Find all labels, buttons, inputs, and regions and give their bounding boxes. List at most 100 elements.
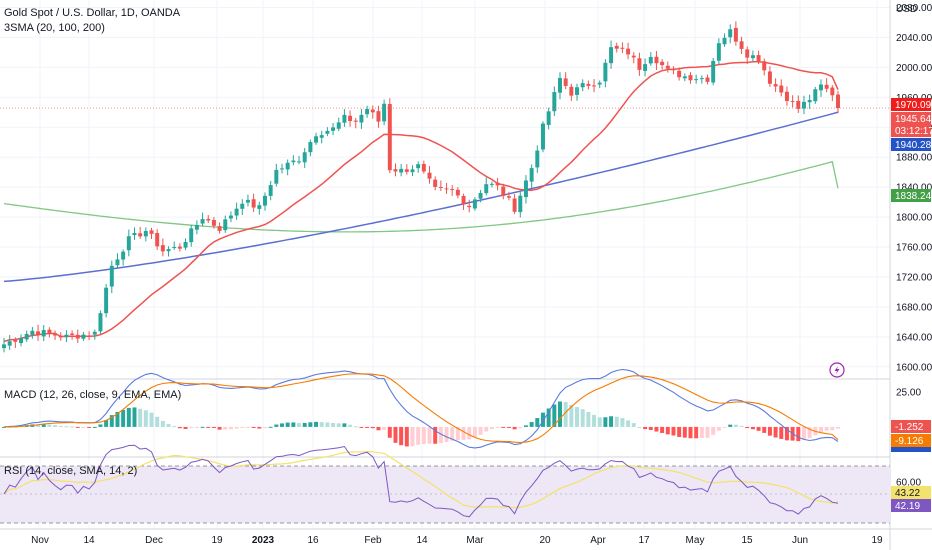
macd-hist-bar: [546, 408, 551, 427]
candle-body: [756, 55, 761, 62]
close-price-tag: 1945.645 03:12:17: [891, 112, 932, 137]
candle-body: [444, 188, 449, 190]
candle-body: [143, 230, 148, 237]
candle-body: [728, 29, 733, 38]
macd-hist-bar: [376, 426, 381, 431]
macd-hist-bar: [104, 420, 109, 427]
candle-body: [223, 219, 228, 231]
candle-body: [427, 172, 432, 179]
macd-hist-bar: [660, 426, 665, 433]
price-axis[interactable]: 1600.00 1640.00 1680.00 1720.00 1760.00 1800.…: [896, 3, 932, 489]
time-tick-label: 19: [211, 535, 223, 546]
candle-body: [64, 334, 69, 338]
indicator-label[interactable]: 3SMA (20, 100, 200): [4, 22, 105, 34]
candle-body: [620, 47, 625, 49]
macd-hist-bar: [314, 421, 319, 427]
price-sma-lines: [3, 60, 839, 343]
macd-hist-tag: -1.252: [891, 420, 931, 433]
macd-hist-bar: [427, 426, 432, 444]
candle-body: [245, 199, 250, 203]
symbol-title[interactable]: Gold Spot / U.S. Dollar, 1D, OANDA: [4, 7, 181, 19]
candle-body: [331, 127, 336, 131]
macd-hist-bar: [472, 426, 477, 438]
macd-hist-bar: [467, 426, 472, 440]
macd-hist-bar: [529, 422, 534, 427]
macd-title[interactable]: MACD (12, 26, close, 9, EMA, EMA): [4, 389, 181, 401]
candle-body: [790, 100, 795, 102]
macd-hist-bar: [223, 426, 228, 430]
candle-body: [745, 49, 750, 58]
lightning-icon[interactable]: [829, 362, 845, 378]
candle-body: [540, 123, 545, 150]
candle-body: [830, 87, 835, 96]
candle-body: [87, 335, 92, 337]
candle-body: [569, 86, 574, 96]
macd-hist-bar: [671, 426, 676, 436]
svg-text:1970.098: 1970.098: [895, 100, 932, 111]
svg-text:-9.126: -9.126: [895, 436, 924, 447]
candle-body: [739, 41, 744, 49]
macd-hist-bar: [830, 426, 835, 431]
macd-hist-bar: [807, 426, 812, 439]
time-tick-label: May: [686, 535, 705, 546]
candle-body: [836, 94, 840, 109]
macd-hist-bar: [592, 414, 597, 427]
macd-hist-bar: [404, 426, 409, 447]
candle-body: [580, 83, 585, 88]
macd-hist-bar: [155, 416, 160, 427]
macd-hist-bar: [262, 426, 267, 429]
candle-body: [172, 246, 177, 248]
svg-text:42.19: 42.19: [895, 501, 920, 512]
candle-body: [7, 341, 12, 346]
candle-body: [262, 195, 267, 206]
candle-body: [314, 136, 319, 143]
price-tick-label: 1680.00: [896, 302, 932, 313]
candle-body: [410, 169, 415, 173]
price-tick-label: 2000.00: [896, 63, 932, 74]
macd-hist-bar: [206, 426, 211, 428]
candle-body: [302, 152, 307, 163]
candle-body: [104, 287, 109, 314]
macd-hist-bar: [739, 425, 744, 427]
time-tick-label: 17: [638, 535, 650, 546]
macd-hist-bar: [64, 426, 69, 428]
macd-hist-bar: [200, 426, 205, 428]
time-tick-label: 14: [416, 535, 428, 546]
candle-body: [200, 219, 205, 224]
macd-hist-bar: [53, 425, 58, 427]
candle-body: [733, 27, 738, 42]
rsi-title[interactable]: RSI (14, close, SMA, 14, 2): [4, 465, 137, 477]
candle-body: [586, 83, 591, 86]
candle-body: [268, 185, 273, 196]
macd-hist-bar: [569, 404, 574, 427]
candle-body: [155, 233, 160, 247]
candle-body: [626, 48, 631, 55]
candle-body: [784, 91, 789, 101]
candle-body: [98, 313, 103, 332]
macd-hist-bar: [699, 426, 704, 438]
candle-body: [455, 189, 460, 196]
macd-hist-bar: [87, 426, 92, 428]
candle-body: [382, 103, 387, 122]
time-tick-label: Jun: [792, 535, 808, 546]
macd-hist-bar: [654, 426, 659, 432]
candle-body: [274, 169, 279, 184]
macd-hist-bar: [217, 426, 222, 430]
macd-hist-bar: [705, 426, 710, 438]
candle-body: [325, 130, 330, 134]
macd-hist-bar: [733, 424, 738, 427]
candle-body: [319, 135, 324, 138]
macd-hist-bar: [575, 407, 580, 427]
candle-body: [609, 47, 614, 64]
macd-hist-bar: [285, 422, 290, 427]
time-axis[interactable]: Nov 14 Dec 19 2023 16 Feb 14 Mar 20 Apr 17 May 15 Jun 1…: [31, 535, 883, 546]
price-tick-label: 2080.00: [896, 3, 932, 14]
svg-text:-1.252: -1.252: [895, 422, 924, 433]
candle-body: [189, 228, 194, 243]
macd-hist-bar: [540, 412, 545, 427]
time-tick-label: 15: [741, 535, 753, 546]
macd-hist-bar: [2, 426, 6, 428]
candle-body: [217, 226, 222, 231]
price-tick-label: 1600.00: [896, 362, 932, 373]
